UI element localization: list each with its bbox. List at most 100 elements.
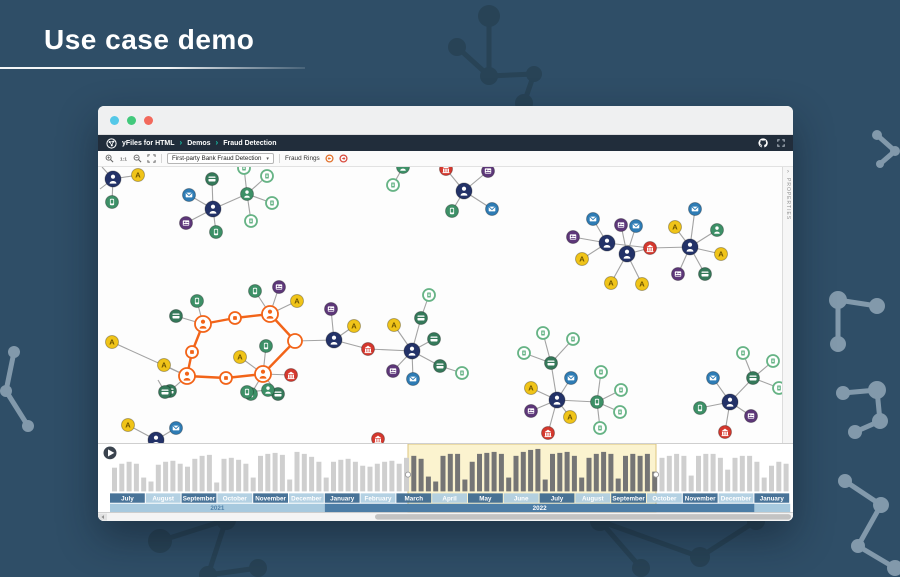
graph-node-payment[interactable] [613, 405, 627, 419]
graph-node-r-node[interactable] [228, 311, 242, 325]
graph-node-id[interactable] [272, 280, 286, 294]
graph-node-r-node[interactable] [219, 371, 233, 385]
graph-node-card[interactable] [414, 311, 428, 325]
graph-node-card[interactable] [746, 371, 760, 385]
graph-node-person[interactable] [403, 342, 421, 360]
time-range-handle[interactable] [404, 471, 412, 478]
graph-node-id[interactable] [324, 302, 338, 316]
fraud-graph[interactable]: A A A A A A A A A A A A A A A [98, 167, 793, 443]
graph-node-address[interactable]: A [347, 319, 361, 333]
previous-fraud-ring-button[interactable] [325, 154, 334, 163]
graph-node-payment[interactable] [766, 354, 780, 368]
graph-node-phone[interactable] [248, 284, 262, 298]
graph-node-card[interactable] [544, 356, 558, 370]
next-fraud-ring-button[interactable] [339, 154, 348, 163]
graph-node-address[interactable]: A [290, 294, 304, 308]
graph-node-person[interactable] [104, 170, 122, 188]
graph-node-email[interactable] [182, 188, 196, 202]
graph-node-branch[interactable] [261, 383, 275, 397]
fit-content-icon[interactable] [147, 154, 156, 163]
graph-node-address[interactable]: A [668, 220, 682, 234]
graph-node-address[interactable]: A [575, 252, 589, 266]
fullscreen-icon[interactable] [777, 139, 785, 147]
graph-node-phone[interactable] [240, 385, 254, 399]
graph-node-id[interactable] [179, 216, 193, 230]
graph-node-payment[interactable] [593, 421, 607, 435]
graph-node-person[interactable] [598, 234, 616, 252]
graph-node-email[interactable] [485, 202, 499, 216]
graph-node-phone[interactable] [590, 395, 604, 409]
graph-node-address[interactable]: A [121, 418, 135, 432]
graph-node-address[interactable]: A [387, 318, 401, 332]
graph-node-card[interactable] [433, 359, 447, 373]
graph-node-branch[interactable] [240, 187, 254, 201]
graph-node-card[interactable] [169, 309, 183, 323]
graph-node-address[interactable]: A [131, 168, 145, 182]
graph-node-address[interactable]: A [524, 381, 538, 395]
graph-node-payment[interactable] [455, 366, 469, 380]
graph-node-id[interactable] [481, 167, 495, 178]
graph-node-id[interactable] [744, 409, 758, 423]
graph-canvas[interactable]: A A A A A A A A A A A A A A A › PROPERTIES [98, 167, 793, 443]
sample-select[interactable]: First-party Bank Fraud Detection ▾ [167, 153, 274, 164]
graph-node-r-person[interactable] [194, 315, 212, 333]
graph-node-phone[interactable] [693, 401, 707, 415]
graph-node-bank[interactable] [718, 425, 732, 439]
graph-node-payment[interactable] [244, 214, 258, 228]
graph-node-person[interactable] [325, 331, 343, 349]
timeline-scrollbar-thumb[interactable] [375, 514, 791, 520]
graph-node-bank[interactable] [541, 426, 555, 440]
graph-node-card[interactable] [158, 385, 172, 399]
graph-node-phone[interactable] [445, 204, 459, 218]
graph-node-address[interactable]: A [105, 335, 119, 349]
graph-node-person[interactable] [681, 238, 699, 256]
traffic-light-2[interactable] [127, 115, 136, 125]
graph-node-id[interactable] [614, 218, 628, 232]
github-icon[interactable] [758, 138, 768, 148]
graph-node-address[interactable]: A [714, 247, 728, 261]
graph-node-address[interactable]: A [604, 276, 618, 290]
graph-node-phone[interactable] [259, 339, 273, 353]
graph-node-person[interactable] [618, 245, 636, 263]
graph-node-address[interactable]: A [157, 358, 171, 372]
graph-node-bank[interactable] [284, 368, 298, 382]
traffic-light-1[interactable] [110, 115, 119, 125]
graph-node-bank[interactable] [361, 342, 375, 356]
graph-node-branch[interactable] [710, 223, 724, 237]
graph-node-person[interactable] [721, 393, 739, 411]
graph-node-email[interactable] [688, 202, 702, 216]
graph-node-bank[interactable] [643, 241, 657, 255]
graph-node-email[interactable] [564, 371, 578, 385]
play-button[interactable] [103, 446, 117, 460]
zoom-in-icon[interactable] [105, 154, 114, 163]
graph-node-payment[interactable] [536, 326, 550, 340]
graph-node-address[interactable]: A [233, 350, 247, 364]
graph-node-bank[interactable] [371, 432, 385, 444]
zoom-original-icon[interactable]: 1:1 [119, 154, 128, 163]
graph-node-payment[interactable] [237, 167, 251, 175]
graph-node-phone[interactable] [209, 225, 223, 239]
graph-node-id[interactable] [386, 364, 400, 378]
breadcrumb-yfiles[interactable]: yFiles for HTML [122, 139, 175, 147]
graph-node-r-person[interactable] [254, 365, 272, 383]
graph-node-person[interactable] [455, 182, 473, 200]
graph-node-id[interactable] [566, 230, 580, 244]
traffic-light-3[interactable] [144, 115, 153, 125]
graph-node-r-person[interactable] [261, 305, 279, 323]
graph-node-r-empty[interactable] [287, 333, 303, 349]
graph-node-payment[interactable] [386, 178, 400, 192]
graph-node-card[interactable] [205, 172, 219, 186]
graph-node-r-node[interactable] [185, 345, 199, 359]
graph-node-person[interactable] [204, 200, 222, 218]
graph-node-payment[interactable] [736, 346, 750, 360]
graph-node-card[interactable] [427, 332, 441, 346]
breadcrumb-demos[interactable]: Demos [187, 139, 211, 147]
graph-node-card[interactable] [698, 267, 712, 281]
time-range-handle[interactable] [652, 471, 660, 478]
graph-node-address[interactable]: A [563, 410, 577, 424]
graph-node-branch[interactable] [396, 167, 410, 174]
graph-node-person[interactable] [548, 391, 566, 409]
graph-node-payment[interactable] [265, 196, 279, 210]
graph-node-payment[interactable] [422, 288, 436, 302]
graph-node-payment[interactable] [594, 365, 608, 379]
